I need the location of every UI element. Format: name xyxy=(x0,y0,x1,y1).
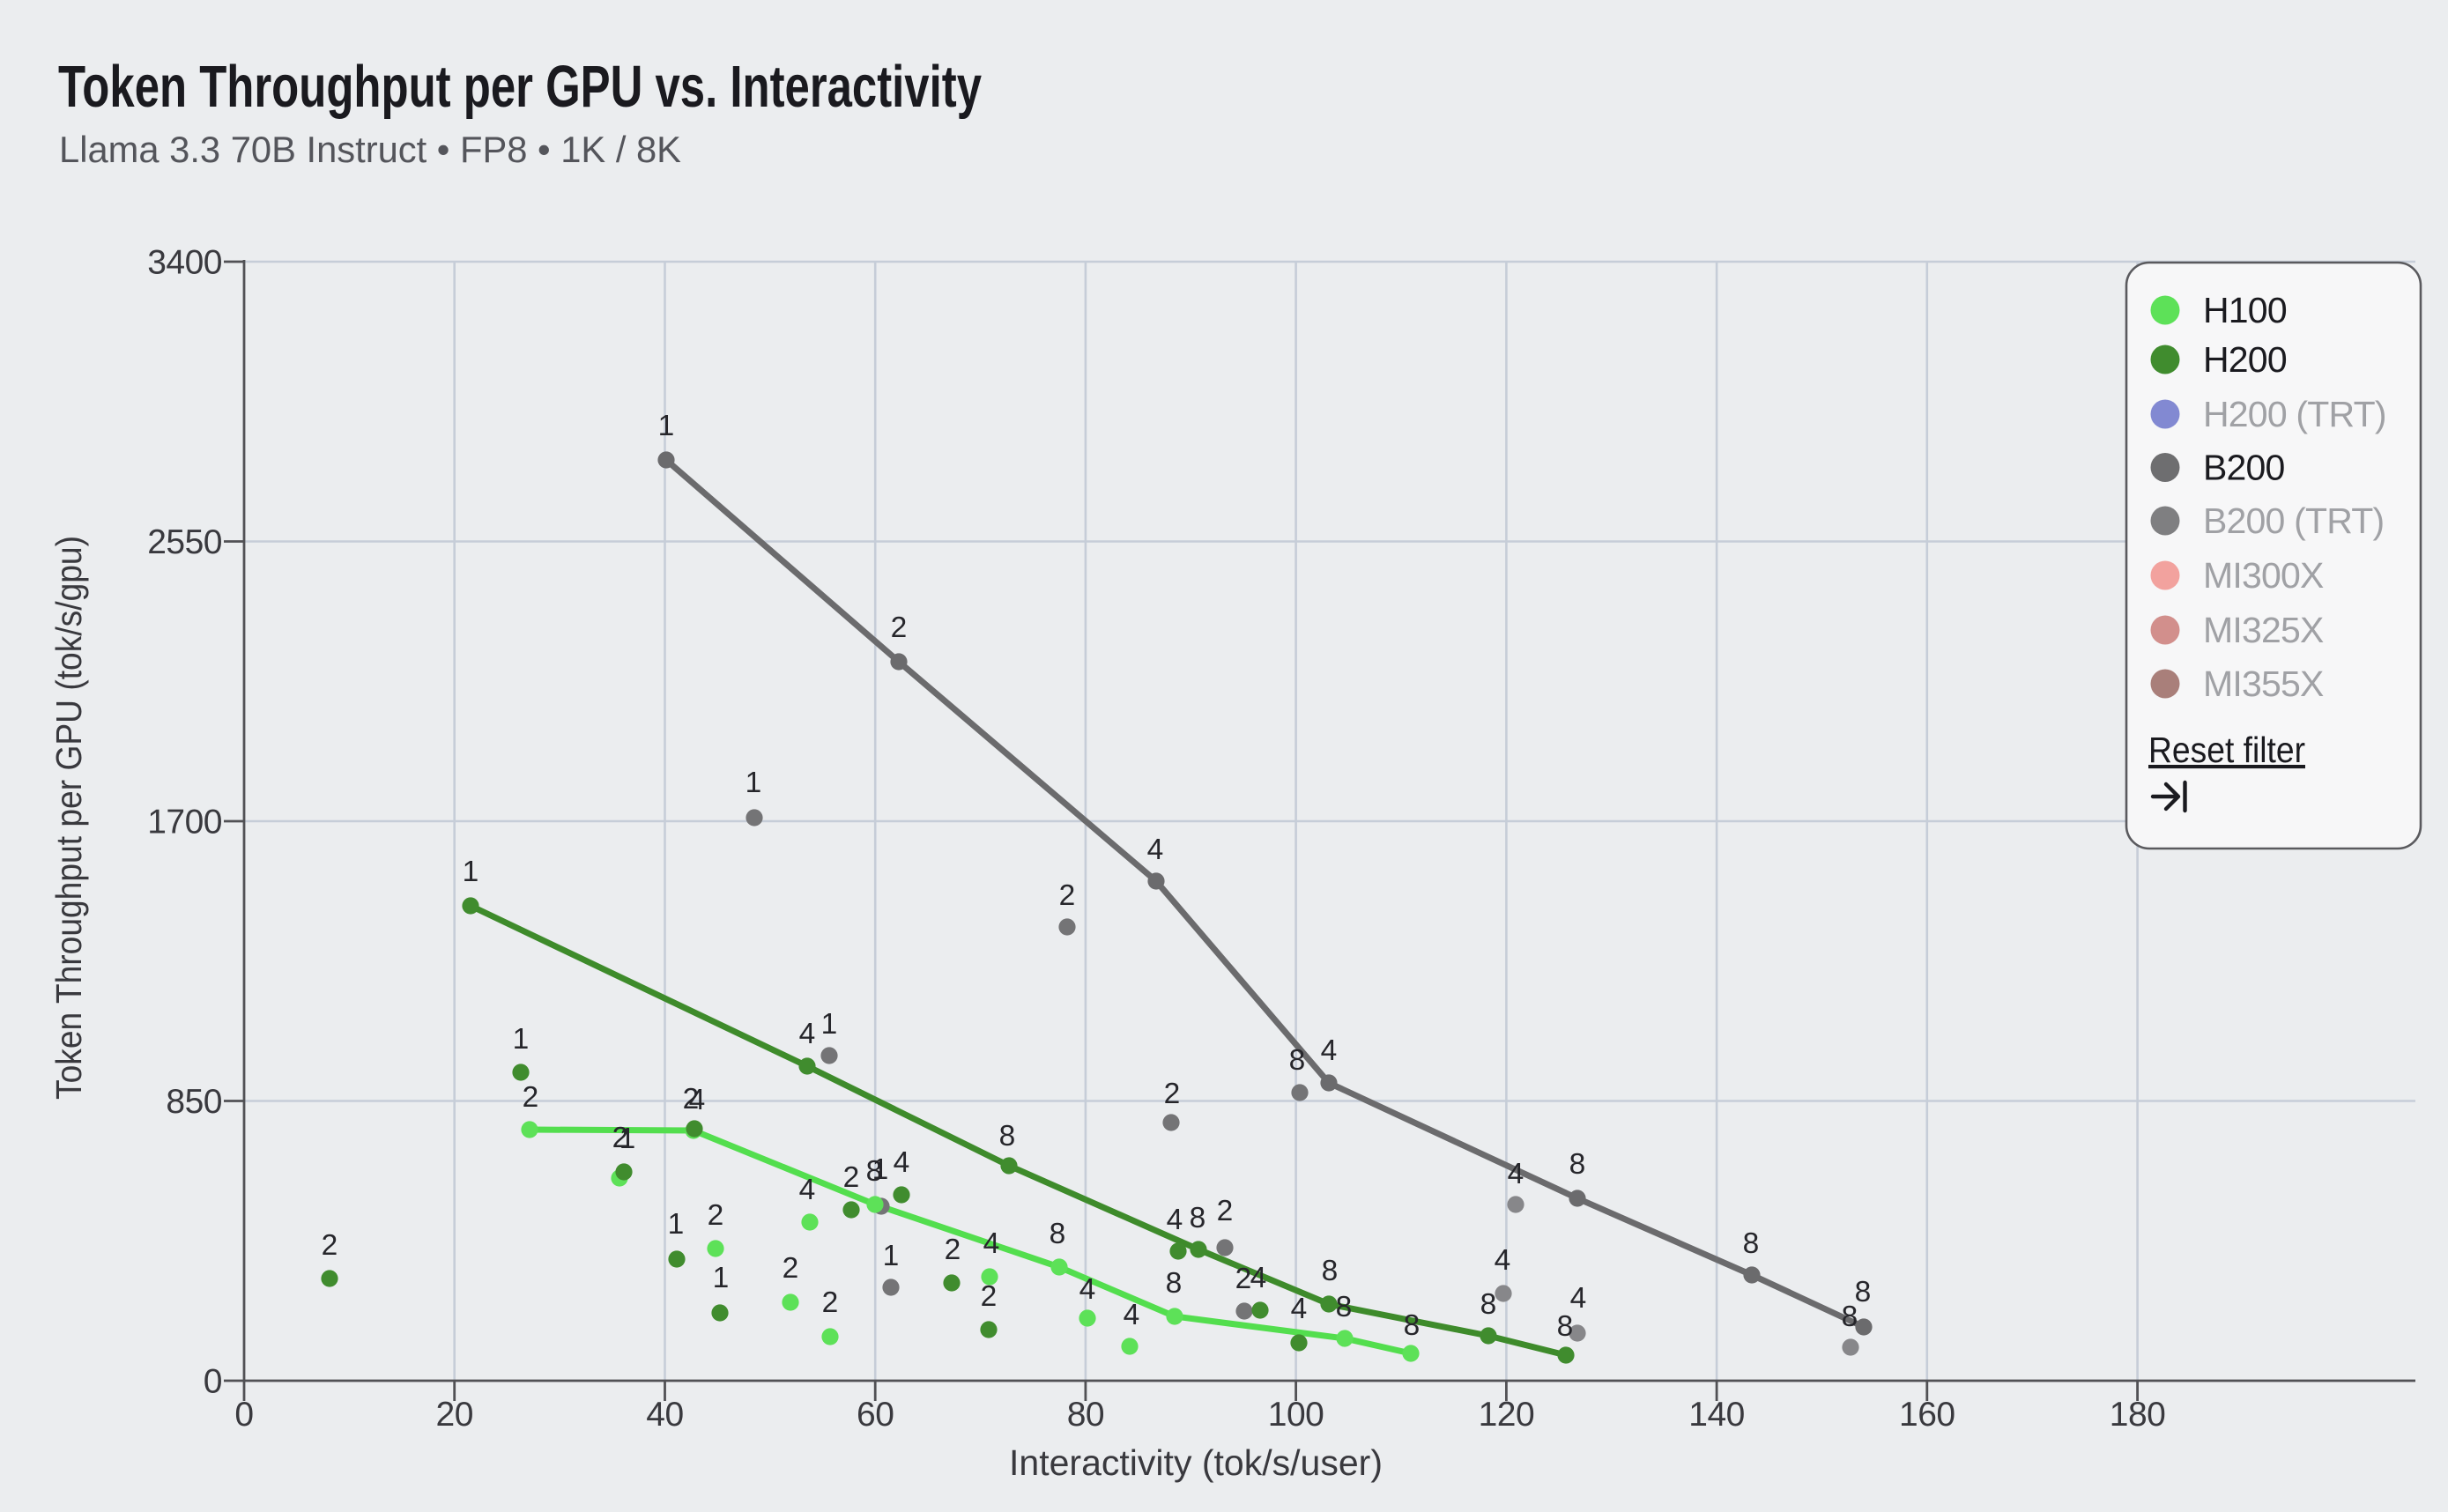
svg-text:850: 850 xyxy=(166,1083,222,1121)
svg-text:MI355X: MI355X xyxy=(2203,663,2324,704)
svg-text:4: 4 xyxy=(1250,1262,1267,1294)
svg-text:8: 8 xyxy=(1190,1202,1206,1234)
svg-text:8: 8 xyxy=(1289,1044,1306,1077)
svg-text:MI325X: MI325X xyxy=(2203,610,2324,650)
svg-text:1: 1 xyxy=(619,1123,636,1155)
svg-text:4: 4 xyxy=(1167,1204,1183,1236)
svg-text:1: 1 xyxy=(658,410,675,442)
svg-text:1: 1 xyxy=(668,1208,685,1241)
svg-text:1: 1 xyxy=(872,1153,889,1186)
svg-text:8: 8 xyxy=(999,1120,1016,1153)
svg-text:8: 8 xyxy=(1842,1301,1858,1333)
svg-text:H200: H200 xyxy=(2203,339,2287,380)
svg-text:40: 40 xyxy=(646,1396,683,1434)
svg-text:100: 100 xyxy=(1268,1396,1324,1434)
svg-text:0: 0 xyxy=(234,1396,253,1434)
svg-text:Llama 3.3 70B Instruct • FP8 •: Llama 3.3 70B Instruct • FP8 • 1K / 8K xyxy=(59,129,681,170)
svg-text:4: 4 xyxy=(1079,1273,1096,1306)
svg-text:180: 180 xyxy=(2110,1396,2166,1434)
svg-text:1: 1 xyxy=(746,767,762,799)
svg-text:8: 8 xyxy=(1050,1218,1066,1250)
svg-text:2: 2 xyxy=(1217,1195,1234,1227)
svg-text:2: 2 xyxy=(322,1229,338,1262)
svg-text:8: 8 xyxy=(1404,1309,1421,1342)
svg-text:B200 (TRT): B200 (TRT) xyxy=(2203,500,2384,541)
svg-text:Interactivity (tok/s/user): Interactivity (tok/s/user) xyxy=(1009,1442,1383,1483)
svg-text:2: 2 xyxy=(523,1081,539,1114)
svg-text:8: 8 xyxy=(1569,1148,1586,1181)
svg-text:2: 2 xyxy=(1235,1263,1252,1295)
svg-text:2: 2 xyxy=(891,611,908,644)
svg-text:4: 4 xyxy=(894,1146,910,1179)
svg-text:2: 2 xyxy=(683,1083,700,1115)
svg-text:1: 1 xyxy=(713,1262,730,1294)
svg-text:1: 1 xyxy=(463,856,479,888)
svg-text:B200: B200 xyxy=(2203,448,2285,488)
svg-text:8: 8 xyxy=(1166,1267,1183,1300)
svg-text:20: 20 xyxy=(436,1396,473,1434)
svg-text:4: 4 xyxy=(689,1084,706,1116)
svg-text:160: 160 xyxy=(1899,1396,1955,1434)
svg-text:2: 2 xyxy=(981,1280,998,1313)
svg-text:140: 140 xyxy=(1688,1396,1745,1434)
svg-text:8: 8 xyxy=(1336,1291,1353,1323)
svg-text:4: 4 xyxy=(1147,834,1164,866)
svg-text:8: 8 xyxy=(1557,1310,1574,1343)
svg-text:80: 80 xyxy=(1067,1396,1104,1434)
svg-text:Reset filter: Reset filter xyxy=(2148,730,2305,770)
svg-text:MI300X: MI300X xyxy=(2203,555,2324,596)
svg-text:1700: 1700 xyxy=(147,804,222,841)
svg-text:4: 4 xyxy=(983,1227,1000,1260)
svg-text:2: 2 xyxy=(1059,879,1076,912)
svg-text:2: 2 xyxy=(708,1199,724,1232)
svg-text:4: 4 xyxy=(1124,1299,1140,1331)
svg-text:4: 4 xyxy=(1508,1158,1524,1190)
svg-text:4: 4 xyxy=(799,1018,816,1050)
svg-text:2: 2 xyxy=(1164,1078,1181,1110)
svg-text:H100: H100 xyxy=(2203,290,2287,330)
svg-text:Token Throughput per GPU (tok/: Token Throughput per GPU (tok/s/gpu) xyxy=(48,536,89,1100)
svg-text:60: 60 xyxy=(857,1396,894,1434)
svg-text:Token Throughput per GPU vs. I: Token Throughput per GPU vs. Interactivi… xyxy=(58,54,982,120)
svg-text:2: 2 xyxy=(612,1122,629,1154)
svg-text:2: 2 xyxy=(945,1234,961,1266)
svg-text:1: 1 xyxy=(821,1008,838,1041)
svg-text:H200 (TRT): H200 (TRT) xyxy=(2203,394,2386,434)
svg-text:4: 4 xyxy=(1495,1244,1511,1277)
svg-text:4: 4 xyxy=(799,1174,816,1206)
svg-text:4: 4 xyxy=(1291,1293,1308,1325)
svg-text:8: 8 xyxy=(1855,1276,1872,1308)
svg-text:4: 4 xyxy=(1570,1282,1587,1315)
svg-text:1: 1 xyxy=(513,1023,530,1056)
svg-text:8: 8 xyxy=(866,1155,883,1188)
svg-text:8: 8 xyxy=(1480,1288,1497,1321)
svg-text:1: 1 xyxy=(883,1240,900,1272)
svg-text:2: 2 xyxy=(843,1161,860,1194)
svg-text:2: 2 xyxy=(822,1286,839,1319)
svg-text:120: 120 xyxy=(1479,1396,1535,1434)
svg-text:0: 0 xyxy=(204,1363,222,1401)
svg-text:3400: 3400 xyxy=(147,244,222,282)
svg-text:2: 2 xyxy=(783,1252,799,1285)
svg-text:2550: 2550 xyxy=(147,523,222,561)
svg-text:8: 8 xyxy=(1322,1255,1339,1287)
svg-text:8: 8 xyxy=(1743,1227,1760,1260)
svg-text:4: 4 xyxy=(1321,1034,1338,1067)
